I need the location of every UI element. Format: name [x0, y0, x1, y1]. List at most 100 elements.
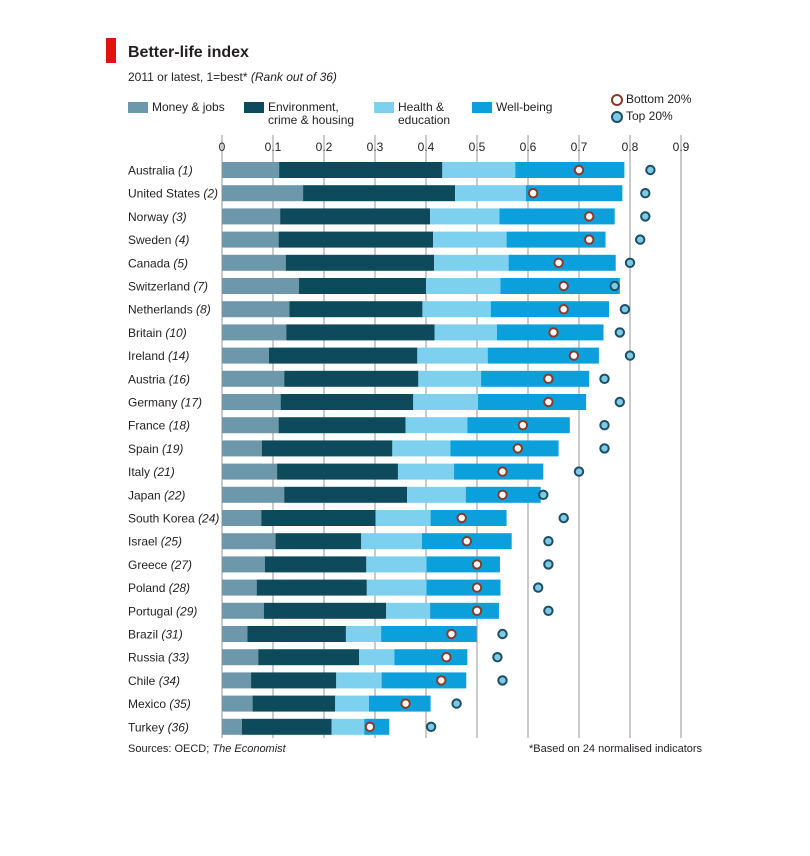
- country-rank: (35): [169, 697, 190, 711]
- legend-label-top20: Top 20%: [626, 109, 673, 123]
- bar-money: [222, 440, 262, 457]
- country-name: Poland: [128, 581, 169, 595]
- country-name: Sweden: [128, 233, 175, 247]
- bar-health: [455, 185, 526, 202]
- bar-health: [434, 324, 497, 341]
- top20-marker: [543, 559, 554, 570]
- bar-money: [222, 672, 252, 689]
- bottom20-marker: [517, 420, 529, 431]
- x-tick-label: 0.7: [571, 140, 588, 154]
- country-name: Netherlands: [128, 303, 196, 317]
- bottom20-marker: [558, 280, 569, 292]
- legend-label-money: Money & jobs: [152, 100, 225, 114]
- country-name: United States: [128, 187, 203, 201]
- bar-environment: [251, 672, 337, 689]
- legend-swatch-wellbeing: [472, 102, 492, 113]
- top20-marker: [538, 489, 549, 500]
- country-name: Ireland: [128, 349, 168, 363]
- country-rank: (8): [196, 303, 211, 317]
- country-rank: (21): [153, 465, 174, 479]
- top20-marker: [624, 350, 636, 361]
- legend-swatch-money: [128, 102, 148, 113]
- country-name: Chile: [128, 674, 159, 688]
- top20-marker: [599, 373, 610, 384]
- bar-health: [331, 718, 365, 735]
- bar-money: [222, 649, 259, 666]
- bar-money: [222, 556, 265, 573]
- top20-marker: [497, 628, 508, 640]
- top20-marker: [497, 675, 508, 686]
- bar-money: [222, 718, 242, 735]
- bar-money: [222, 533, 276, 550]
- bar-environment: [268, 347, 418, 364]
- country-label: South Korea (24): [128, 512, 219, 526]
- country-name: South Korea: [128, 512, 198, 526]
- country-label: Italy (21): [128, 465, 175, 479]
- bar-wellbeing: [381, 626, 477, 642]
- country-rank: (28): [169, 581, 190, 595]
- legend-swatch-environment: [244, 102, 264, 113]
- top20-marker: [573, 466, 585, 477]
- country-label: Sweden (4): [128, 233, 189, 247]
- bottom20-marker: [471, 582, 483, 593]
- country-label: Spain (19): [128, 442, 183, 456]
- bottom20-marker: [553, 257, 564, 268]
- top20-marker: [640, 188, 651, 199]
- top20-marker: [635, 234, 646, 245]
- top20-marker: [492, 652, 503, 663]
- bottom20-marker: [364, 721, 376, 732]
- top20-marker: [614, 327, 625, 338]
- country-rank: (17): [181, 396, 202, 410]
- country-label: France (18): [128, 419, 190, 433]
- country-name: Canada: [128, 256, 173, 270]
- economist-red-tag: [106, 38, 116, 63]
- bar-money: [222, 579, 257, 596]
- country-name: Russia: [128, 651, 168, 665]
- legend-health-line1: Health &: [398, 100, 445, 114]
- bar-health: [345, 626, 382, 642]
- chart-title: Better-life index: [128, 44, 249, 61]
- bar-money: [222, 231, 279, 248]
- country-label: Switzerland (7): [128, 280, 208, 294]
- country-rank: (34): [159, 674, 180, 688]
- country-name: Austria: [128, 372, 169, 386]
- legend-environment-line1: Environment,: [268, 100, 339, 114]
- bar-health: [413, 394, 479, 410]
- country-label: Netherlands (8): [128, 303, 211, 317]
- x-tick-label: 0.5: [469, 140, 486, 154]
- bottom20-marker: [471, 559, 483, 570]
- bar-money: [222, 510, 262, 526]
- country-name: Greece: [128, 558, 171, 572]
- country-label: Australia (1): [128, 164, 193, 178]
- bottom20-marker: [436, 675, 447, 686]
- bar-health: [430, 208, 500, 225]
- footnote: *Based on 24 normalised indicators: [529, 743, 703, 755]
- bar-money: [222, 278, 300, 294]
- country-name: France: [128, 419, 169, 433]
- country-rank: (1): [178, 164, 193, 178]
- legend-bottom20-marker-icon: [611, 94, 623, 106]
- country-label: Canada (5): [128, 256, 188, 270]
- bar-wellbeing: [481, 370, 590, 387]
- source-publication: The Economist: [212, 743, 286, 755]
- bar-health: [422, 301, 491, 318]
- bar-environment: [303, 185, 456, 202]
- x-tick-label: 0.3: [367, 140, 384, 154]
- country-rank: (29): [176, 604, 197, 618]
- bar-wellbeing: [381, 672, 467, 689]
- country-rank: (10): [165, 326, 186, 340]
- x-tick-label: 0.8: [622, 140, 639, 154]
- bar-environment: [280, 208, 431, 225]
- bottom20-marker: [543, 373, 554, 384]
- bar-health: [375, 510, 431, 526]
- bar-health: [336, 672, 382, 689]
- bar-wellbeing: [506, 231, 606, 248]
- bar-health: [426, 278, 501, 294]
- country-name: Japan: [128, 488, 164, 502]
- bar-health: [407, 486, 466, 503]
- bottom20-marker: [584, 234, 595, 245]
- country-name: Brazil: [128, 628, 161, 642]
- bar-wellbeing: [490, 301, 610, 318]
- bar-money: [222, 185, 304, 202]
